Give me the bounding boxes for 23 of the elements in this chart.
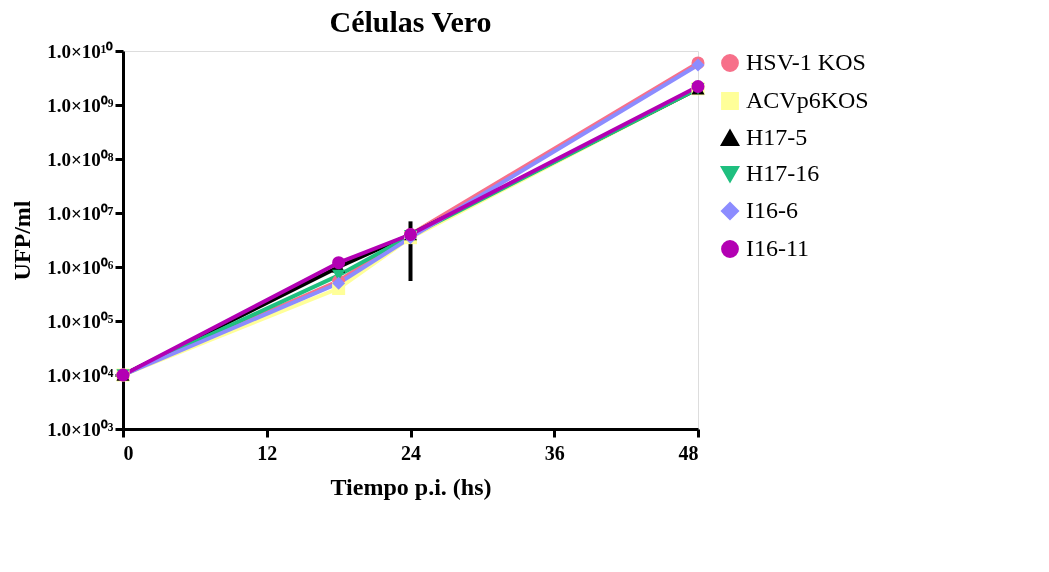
- y-tick-label: 1.0×10⁰⁸: [47, 148, 114, 170]
- y-tick-label: 1.0×10⁰⁴: [47, 364, 114, 386]
- x-tick-label: 24: [401, 441, 421, 464]
- legend-label: H17-5: [746, 124, 808, 150]
- chart-title: Células Vero: [329, 5, 492, 38]
- x-tick-label: 48: [678, 441, 699, 464]
- y-tick-label: 1.0×10⁰⁵: [47, 310, 114, 332]
- legend-label: HSV-1 KOS: [746, 49, 866, 75]
- x-tick-label: 12: [257, 441, 278, 464]
- legend-label: I16-6: [746, 197, 798, 223]
- x-axis-title: Tiempo p.i. (hs): [330, 473, 492, 500]
- y-tick-label: 1.0×10⁰⁶: [47, 256, 114, 278]
- x-tick-label: 0: [123, 441, 134, 464]
- point: [332, 256, 346, 270]
- legend-label: ACVp6KOS: [746, 87, 869, 113]
- y-tick-label: 1.0×10⁰⁹: [47, 94, 114, 116]
- y-tick-label: 1.0×10¹⁰: [47, 40, 114, 62]
- x-tick-label: 36: [544, 441, 565, 464]
- y-axis-title: UFP/ml: [9, 200, 36, 281]
- y-tick-label: 1.0×10⁰³: [47, 418, 114, 440]
- y-tick-label: 1.0×10⁰⁷: [47, 202, 114, 224]
- legend-label: H17-16: [746, 160, 820, 186]
- legend-label: I16-11: [746, 235, 810, 261]
